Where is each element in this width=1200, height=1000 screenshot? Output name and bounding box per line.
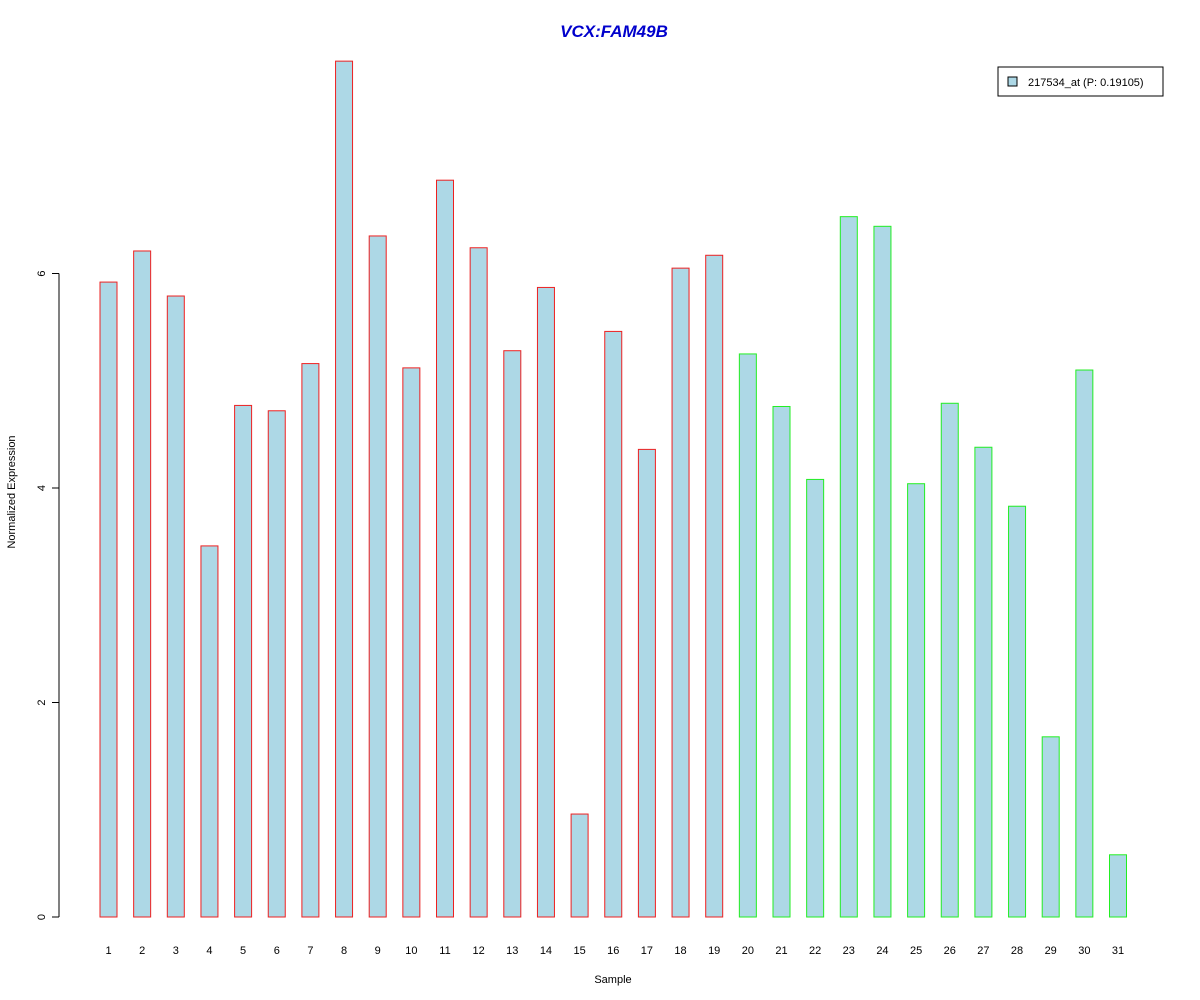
x-tick-labels: 1 2 3 4 5 6 7 8 9 10 11 12 13 14 15 16 17 18 19 20 21 22 23 24 2… xyxy=(105,945,1124,957)
bar-sample-28 xyxy=(1008,505,1027,918)
x-tick-label: 4 xyxy=(206,945,212,957)
chart-title: VCX:FAM49B xyxy=(560,22,668,41)
x-tick-label: 1 xyxy=(105,945,111,957)
bar-sample-1 xyxy=(99,281,118,918)
bar-sample-6 xyxy=(267,410,286,918)
y-axis: 0 2 4 6 xyxy=(36,270,60,920)
x-tick-label: 11 xyxy=(439,945,450,957)
x-tick-label: 16 xyxy=(607,945,619,957)
bar-sample-3 xyxy=(166,295,185,918)
bar-sample-19 xyxy=(705,254,724,918)
x-tick-label: 22 xyxy=(809,945,821,957)
bar-sample-9 xyxy=(368,235,387,918)
x-tick-label: 6 xyxy=(274,945,280,957)
bar-sample-17 xyxy=(637,448,656,918)
x-tick-label: 5 xyxy=(240,945,246,957)
y-axis-label: Normalized Expression xyxy=(6,435,18,548)
x-tick-label: 26 xyxy=(944,945,956,957)
bar-sample-25 xyxy=(907,483,926,918)
bar-sample-30 xyxy=(1075,369,1094,918)
bar-sample-22 xyxy=(806,478,825,918)
x-tick-label: 7 xyxy=(307,945,313,957)
x-tick-label: 27 xyxy=(977,945,989,957)
bar-sample-18 xyxy=(671,267,690,918)
x-tick-label: 15 xyxy=(573,945,585,957)
bar-sample-27 xyxy=(974,446,993,918)
legend-box xyxy=(997,66,1164,97)
x-tick-label: 31 xyxy=(1112,945,1124,957)
y-tick-label: 2 xyxy=(36,699,48,705)
x-tick-label: 17 xyxy=(641,945,653,957)
bar-sample-12 xyxy=(469,247,488,918)
x-tick-label: 18 xyxy=(674,945,686,957)
x-tick-label: 30 xyxy=(1078,945,1090,957)
x-tick-label: 20 xyxy=(742,945,754,957)
x-tick-label: 19 xyxy=(708,945,720,957)
y-tick-label: 6 xyxy=(36,270,48,276)
bar-sample-2 xyxy=(133,250,152,918)
legend-swatch xyxy=(1007,76,1018,87)
legend: 217534_at (P: 0.19105) xyxy=(997,66,1164,97)
bar-sample-11 xyxy=(436,179,454,918)
legend-label: 217534_at (P: 0.19105) xyxy=(1028,77,1144,89)
x-tick-label: 13 xyxy=(506,945,518,957)
x-tick-label: 21 xyxy=(775,945,787,957)
bar-sample-15 xyxy=(570,813,589,918)
x-tick-label: 12 xyxy=(473,945,485,957)
x-tick-label: 29 xyxy=(1045,945,1057,957)
y-tick-label: 0 xyxy=(36,914,48,920)
bar-sample-24 xyxy=(873,225,892,918)
y-tick-label: 4 xyxy=(36,485,48,491)
bar-sample-4 xyxy=(200,545,219,918)
x-tick-label: 8 xyxy=(341,945,347,957)
bar-sample-31 xyxy=(1109,854,1127,918)
x-tick-label: 3 xyxy=(173,945,179,957)
bar-sample-14 xyxy=(536,286,555,918)
bar-sample-29 xyxy=(1041,736,1060,918)
bar-sample-5 xyxy=(234,404,253,918)
x-tick-label: 2 xyxy=(139,945,145,957)
x-tick-label: 10 xyxy=(405,945,417,957)
bar-sample-13 xyxy=(503,350,522,918)
bar-sample-23 xyxy=(839,216,858,918)
x-tick-label: 28 xyxy=(1011,945,1023,957)
x-tick-label: 14 xyxy=(540,945,552,957)
x-tick-label: 9 xyxy=(375,945,381,957)
bar-sample-16 xyxy=(604,330,623,918)
bar-sample-20 xyxy=(738,353,757,918)
x-tick-label: 25 xyxy=(910,945,922,957)
bar-sample-7 xyxy=(301,363,320,918)
bar-sample-10 xyxy=(402,367,421,918)
x-tick-label: 24 xyxy=(876,945,888,957)
bars xyxy=(99,60,1127,918)
bar-sample-21 xyxy=(772,405,791,918)
bar-sample-26 xyxy=(940,402,959,918)
x-tick-label: 23 xyxy=(843,945,855,957)
x-axis-label: Sample xyxy=(594,974,631,986)
bar-sample-8 xyxy=(335,60,354,918)
